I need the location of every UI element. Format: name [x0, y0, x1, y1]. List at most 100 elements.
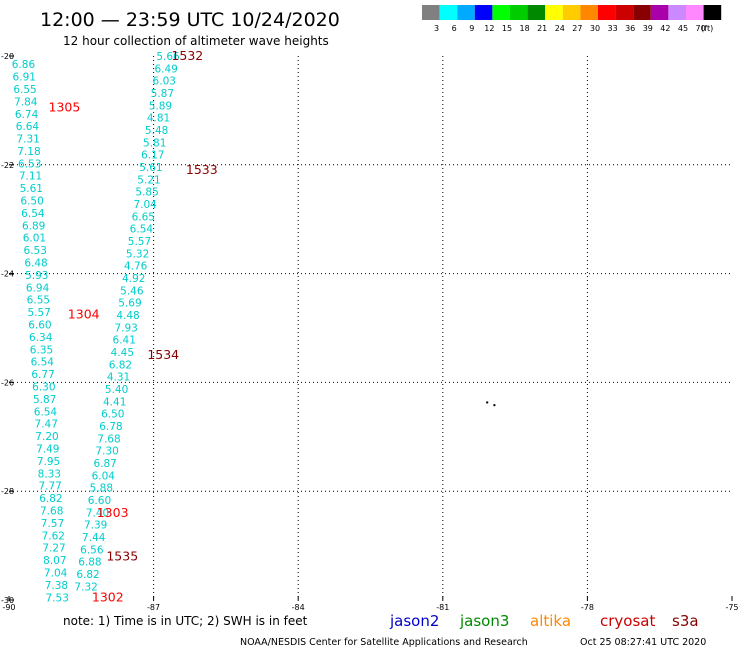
satellite-name-s3a: s3a	[672, 612, 699, 630]
wave-height-value: 5.89	[149, 100, 172, 112]
map-axes: -90 -87 -84 -81 -78 -75 -20 -22 -24 -26 -28 -30	[1, 52, 739, 612]
wave-height-value: 6.53	[18, 158, 41, 170]
colorbar-label: 6	[452, 24, 457, 33]
wave-height-value: 5.81	[143, 137, 166, 149]
satellite-name-jason3: jason3	[459, 612, 509, 630]
wave-height-value: 5.61	[139, 162, 162, 174]
wave-height-value: 7.68	[40, 505, 63, 517]
colorbar-swatch	[562, 5, 581, 20]
wave-height-value: 5.32	[126, 248, 149, 260]
x-tick-label: -75	[725, 603, 738, 612]
colorbar-label: 27	[572, 24, 582, 33]
colorbar-swatch	[598, 5, 616, 20]
wave-height-value: 7.04	[44, 567, 68, 579]
wave-height-value: 8.07	[43, 555, 66, 567]
wave-height-value: 7.11	[19, 171, 42, 183]
wave-height-value: 6.82	[39, 493, 62, 505]
colorbar-swatch	[510, 5, 528, 20]
wave-height-value: 6.04	[92, 470, 116, 482]
colorbar-label: 12	[484, 24, 494, 33]
wave-height-value: 7.49	[36, 444, 59, 456]
pass-number-label: 1533	[186, 162, 218, 177]
colorbar-swatch	[650, 5, 669, 20]
wave-height-value: 5.46	[120, 285, 144, 297]
wave-height-value: 5.87	[33, 394, 56, 406]
colorbar-label: 3	[434, 24, 439, 33]
x-tick-label: -90	[2, 603, 15, 612]
wave-height-value: 7.40	[86, 507, 109, 519]
wave-height-value: 4.41	[103, 396, 126, 408]
wave-height-value: 6.82	[109, 359, 132, 371]
wave-height-value: 6.35	[30, 344, 53, 356]
wave-height-value: 6.55	[27, 295, 50, 307]
wave-height-value: 7.57	[41, 518, 64, 530]
footer-timestamp: Oct 25 08:27:41 UTC 2020	[580, 637, 706, 648]
wave-height-value: 6.60	[28, 320, 51, 332]
colorbar-swatch	[615, 5, 634, 20]
wave-height-value: 8.33	[38, 468, 61, 480]
pass-number-label: 1534	[147, 347, 179, 362]
wave-height-value: 4.81	[147, 113, 170, 125]
wave-height-value: 4.92	[122, 273, 145, 285]
colorbar-label: 9	[469, 24, 474, 33]
wave-height-value: 5.57	[128, 236, 151, 248]
wave-height-value: 6.41	[113, 335, 136, 347]
wave-height-value: 7.77	[38, 481, 61, 493]
wave-height-value: 6.88	[78, 557, 101, 569]
colorbar-swatch	[545, 5, 563, 20]
colorbar-swatch	[527, 5, 546, 20]
wave-height-value: 7.30	[95, 446, 118, 458]
wave-height-value: 7.32	[74, 581, 97, 593]
wave-height-value: 6.77	[31, 369, 54, 381]
wave-height-value: 7.47	[35, 419, 58, 431]
land-points	[486, 401, 496, 407]
wave-height-value: 5.85	[135, 187, 158, 199]
pass-labels: 1532 1305 1533 1304 1534 1303 1535 1302	[49, 48, 218, 604]
wave-height-value: 7.53	[46, 592, 69, 604]
satellite-legend: jason2 jason3 altika cryosat s3a	[389, 612, 699, 630]
wave-height-value: 6.60	[88, 495, 111, 507]
wave-height-value: 6.55	[13, 84, 36, 96]
colorbar-label: 18	[520, 24, 530, 33]
wave-height-value: 6.65	[132, 211, 155, 223]
wave-height-value: 6.50	[101, 409, 124, 421]
wave-height-value: 5.93	[25, 270, 48, 282]
colorbar-label: 24	[555, 24, 565, 33]
map-grid	[9, 56, 732, 600]
colorbar-label: 70	[696, 24, 706, 33]
wave-height-value: 4.31	[107, 372, 130, 384]
pass-number-label: 1304	[68, 306, 100, 321]
wave-height-value: 5.88	[90, 483, 113, 495]
wave-height-value: 6.34	[29, 332, 53, 344]
x-tick-label: -81	[436, 603, 449, 612]
wave-height-value: 6.56	[80, 544, 104, 556]
wave-height-value: 7.68	[97, 433, 120, 445]
x-tick-label: -87	[147, 603, 160, 612]
wave-height-value: 7.38	[45, 580, 68, 592]
land-speck	[486, 401, 489, 404]
wave-height-value: 4.45	[111, 347, 134, 359]
colorbar-swatch	[422, 5, 440, 20]
wave-height-value: 6.94	[26, 282, 50, 294]
footer-note: note: 1) Time is in UTC; 2) SWH is in fe…	[63, 614, 308, 628]
wave-height-value: 7.44	[82, 532, 106, 544]
wave-height-value: 7.84	[14, 96, 38, 108]
wave-height-value: 5.21	[137, 174, 160, 186]
wave-height-value: 6.86	[12, 59, 36, 71]
wave-height-value: 6.87	[93, 458, 116, 470]
wave-height-value: 5.87	[151, 88, 174, 100]
x-tick-label: -84	[292, 603, 305, 612]
wave-height-value: 6.01	[23, 233, 46, 245]
colorbar-swatch	[439, 5, 458, 20]
pass-number-label: 1303	[97, 505, 129, 520]
wave-height-value: 6.30	[32, 382, 55, 394]
wave-height-value: 5.40	[105, 384, 128, 396]
wave-height-value: 5.48	[145, 125, 168, 137]
colorbar-label: 30	[590, 24, 600, 33]
wave-height-value: 7.20	[35, 431, 58, 443]
colorbar-label: 36	[625, 24, 635, 33]
y-tick-label: -24	[1, 270, 14, 279]
colorbar-swatch	[686, 5, 704, 20]
wave-height-value: 7.62	[42, 530, 65, 542]
